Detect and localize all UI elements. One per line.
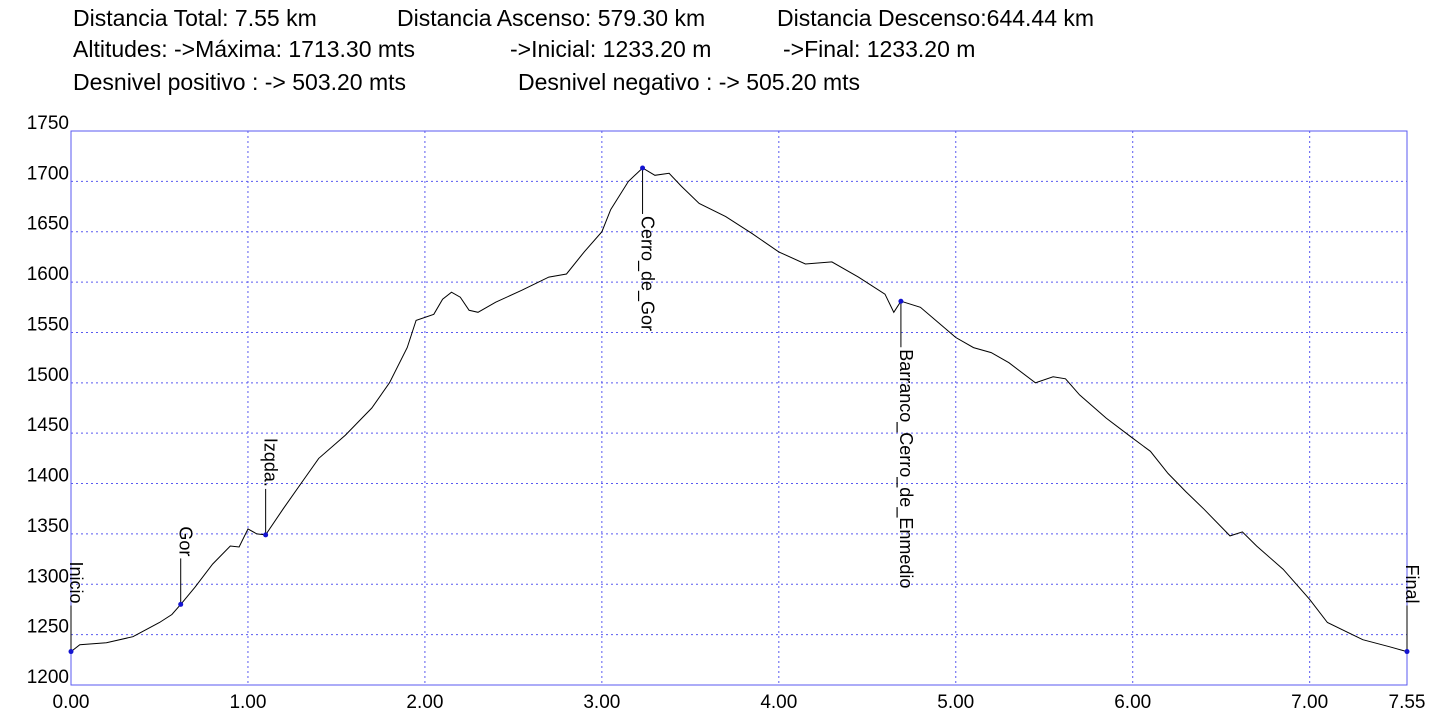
stat-text: Desnivel positivo : -> 503.20 mts (73, 69, 406, 95)
x-tick-label: 0.00 (53, 692, 90, 713)
plot-border (70, 130, 1408, 686)
x-tick-label: 7.55 (1389, 692, 1426, 713)
stat-text: ->Final: 1233.20 m (783, 36, 975, 62)
stat-text: ->Inicial: 1233.20 m (510, 36, 711, 62)
waypoint-label: Final (1402, 565, 1422, 604)
x-tick-label: 6.00 (1114, 692, 1151, 713)
y-tick-label: 1750 (27, 113, 69, 134)
waypoint-label: Izqda. (261, 438, 281, 487)
x-tick-label: 5.00 (937, 692, 974, 713)
x-tick-label: 3.00 (583, 692, 620, 713)
waypoint (640, 165, 646, 171)
waypoint-label: Gor (176, 526, 196, 556)
stat-text: Distancia Descenso:644.44 km (777, 5, 1094, 31)
waypoint (68, 649, 74, 655)
y-tick-label: 1350 (27, 516, 69, 537)
y-tick-label: 1450 (27, 415, 69, 436)
waypoint-label: Inicio (66, 562, 86, 604)
x-tick-label: 2.00 (406, 692, 443, 713)
x-tick-label: 4.00 (760, 692, 797, 713)
stat-text: Distancia Ascenso: 579.30 km (397, 5, 705, 31)
y-tick-label: 1400 (27, 466, 69, 487)
y-tick-label: 1500 (27, 365, 69, 386)
x-tick-label: 7.00 (1291, 692, 1328, 713)
waypoint-label: Cerro_de_Gor (637, 216, 658, 331)
stat-text: Desnivel negativo : -> 505.20 mts (518, 69, 860, 95)
y-tick-label: 1600 (27, 264, 69, 285)
stat-text: Distancia Total: 7.55 km (73, 5, 317, 31)
y-tick-label: 1650 (27, 214, 69, 235)
y-tick-label: 1300 (27, 566, 69, 587)
y-tick-label: 1250 (27, 617, 69, 638)
y-tick-label: 1550 (27, 314, 69, 335)
y-tick-label: 1700 (27, 163, 69, 184)
waypoint (178, 601, 184, 607)
x-tick-label: 1.00 (229, 692, 266, 713)
y-tick-label: 1200 (27, 667, 69, 688)
waypoint (898, 298, 904, 304)
stat-text: Altitudes: ->Máxima: 1713.30 mts (73, 36, 415, 62)
waypoint (1404, 649, 1410, 655)
elevation-line (70, 167, 1408, 653)
waypoint-label: Barranco_Cerro_de_Enmedio (895, 349, 916, 588)
waypoint (263, 532, 269, 538)
